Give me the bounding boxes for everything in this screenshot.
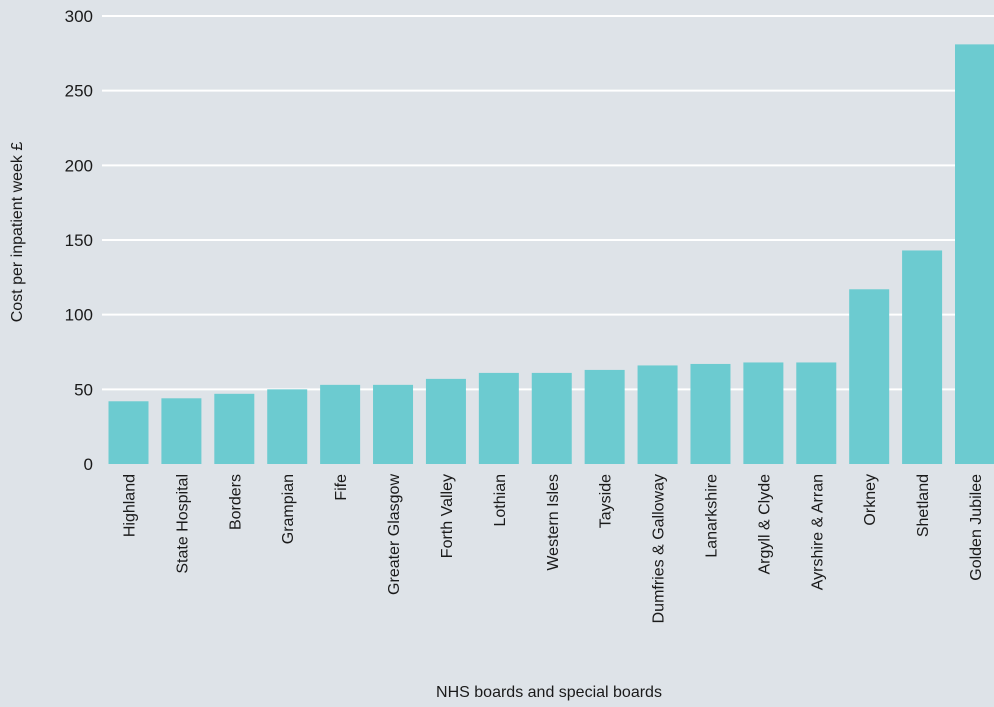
x-tick-label: Argyll & Clyde (756, 474, 773, 575)
bar (584, 369, 625, 464)
x-tick-label: Orkney (862, 474, 879, 526)
x-tick-labels: Highland State Hospital Borders Grampian Fif… (122, 474, 986, 624)
x-tick-label: Western Isles (545, 474, 562, 571)
bar (267, 389, 308, 464)
y-tick-label: 250 (65, 82, 93, 101)
bar (161, 398, 202, 464)
bar (320, 384, 361, 464)
x-axis-title: NHS boards and special boards (436, 684, 662, 701)
bar (373, 384, 414, 464)
bar (531, 372, 572, 464)
y-tick-label: 50 (74, 380, 93, 399)
bar (214, 393, 255, 464)
x-tick-label: Greater Glasgow (386, 474, 403, 595)
x-tick-label: Borders (227, 474, 244, 530)
x-tick-label: Lanarkshire (703, 474, 720, 558)
x-tick-label: Tayside (598, 474, 615, 528)
x-tick-label: State Hospital (174, 474, 191, 574)
bar (743, 362, 784, 464)
y-tick-label: 300 (65, 7, 93, 26)
x-tick-label: Ayrshire & Arran (809, 474, 826, 590)
x-tick-label: Highland (122, 474, 139, 537)
bar (796, 362, 837, 464)
bar (849, 289, 890, 464)
bar (955, 44, 994, 465)
x-tick-label: Forth Valley (439, 474, 456, 558)
bar (425, 378, 466, 464)
bar (902, 250, 943, 464)
y-tick-label: 200 (65, 156, 93, 175)
bar (108, 401, 149, 464)
bars (108, 44, 994, 465)
bar (690, 363, 731, 464)
y-tick-labels: 0 50 100 150 200 250 300 (65, 7, 93, 474)
x-tick-label: Dumfries & Galloway (651, 474, 668, 623)
x-tick-label: Fife (333, 474, 350, 501)
bar (478, 372, 519, 464)
x-tick-label: Grampian (280, 474, 297, 544)
y-tick-label: 100 (65, 306, 93, 325)
x-tick-label: Golden Jubilee (968, 474, 985, 581)
bar (637, 365, 678, 464)
y-axis-title: Cost per inpatient week £ (9, 142, 26, 323)
y-tick-label: 150 (65, 231, 93, 250)
x-tick-label: Shetland (915, 474, 932, 537)
x-tick-label: Lothian (492, 474, 509, 527)
gridlines (102, 15, 994, 391)
y-tick-label: 0 (84, 455, 93, 474)
